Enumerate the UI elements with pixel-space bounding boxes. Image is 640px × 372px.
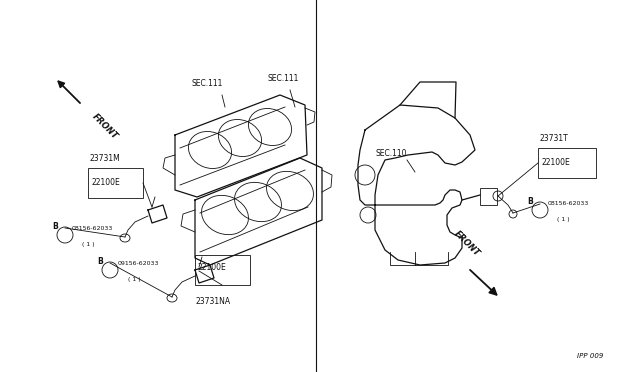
Text: ( 1 ): ( 1 ) <box>128 277 141 282</box>
Bar <box>538 148 596 178</box>
Text: ( 1 ): ( 1 ) <box>557 217 570 222</box>
Text: FRONT: FRONT <box>452 229 481 258</box>
Text: 23731M: 23731M <box>90 154 121 163</box>
Text: 23731NA: 23731NA <box>196 297 231 306</box>
Text: 08156-62033: 08156-62033 <box>72 226 113 231</box>
Text: 08156-62033: 08156-62033 <box>548 201 589 206</box>
Text: 22100E: 22100E <box>541 158 570 167</box>
Text: B: B <box>97 257 103 266</box>
Text: FRONT: FRONT <box>90 112 119 141</box>
Text: 09156-62033: 09156-62033 <box>118 261 159 266</box>
Text: SEC.111: SEC.111 <box>268 74 300 83</box>
Text: 22100E: 22100E <box>92 178 121 187</box>
Text: SEC.110: SEC.110 <box>375 149 406 158</box>
Text: IPP 009: IPP 009 <box>577 353 603 359</box>
Text: B: B <box>52 222 58 231</box>
Text: 22100E: 22100E <box>198 263 227 272</box>
Bar <box>195 255 250 285</box>
Bar <box>480 188 497 205</box>
Bar <box>88 168 143 198</box>
Text: ( 1 ): ( 1 ) <box>82 242 95 247</box>
Text: SEC.111: SEC.111 <box>192 79 223 88</box>
Text: B: B <box>527 197 532 206</box>
Text: 23731T: 23731T <box>540 134 569 143</box>
